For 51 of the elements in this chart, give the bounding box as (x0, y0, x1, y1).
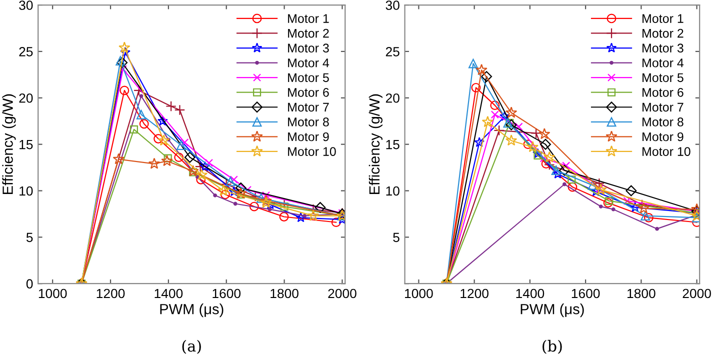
x-tick-label: 1800 (270, 288, 298, 298)
x-tick-label: 1600 (572, 288, 600, 298)
x-tick-label: 1400 (154, 288, 183, 298)
x-tick-label: 1200 (96, 288, 125, 298)
y-tick-label: 25 (386, 47, 400, 56)
legend-label: Motor 4 (642, 58, 684, 68)
legend-label: Motor 2 (288, 28, 329, 38)
text: (b) (542, 340, 562, 354)
legend-label: Motor 9 (642, 132, 684, 142)
legend-label: Motor 8 (288, 118, 329, 126)
x-tick-label: 1200 (460, 288, 488, 298)
y-tick-label: 20 (19, 93, 33, 103)
legend-label: Motor 6 (642, 88, 684, 97)
legend-label: Motor 9 (288, 132, 329, 142)
x-axis-title: PWM (μs) (160, 304, 224, 318)
y-tick-label: 15 (386, 140, 400, 150)
legend-label: Motor 7 (288, 102, 329, 112)
legend-label: Motor 4 (288, 58, 330, 68)
legend-label: Motor 3 (288, 44, 329, 53)
y-tick-label: 20 (386, 93, 400, 103)
legend-label: Motor 5 (288, 73, 329, 82)
x-tick-label: 1000 (38, 288, 67, 298)
y-tick-label: 5 (26, 232, 33, 242)
x-tick-label: 1600 (212, 288, 241, 298)
x-tick-label: 2000 (328, 288, 356, 298)
legend-label: Motor 5 (642, 73, 684, 82)
x-axis-title: PWM (μs) (520, 304, 584, 318)
legend-label: Motor 1 (288, 14, 329, 23)
x-tick-label: 1000 (405, 288, 433, 298)
y-axis-title: Efficiency (g/W) (2, 94, 16, 194)
x-tick-label: 1400 (516, 288, 544, 298)
y-tick-label: 30 (19, 0, 33, 10)
legend-label: Motor 10 (642, 147, 690, 156)
y-tick-label: 10 (20, 186, 33, 196)
y-tick-label: 5 (393, 232, 400, 242)
y-tick-label: 10 (386, 186, 400, 196)
y-tick-label: 25 (19, 47, 33, 56)
x-tick-label: 1800 (628, 288, 656, 298)
legend-label: Motor 7 (642, 102, 684, 112)
legend-label: Motor 1 (642, 14, 684, 23)
text: (a) (182, 340, 201, 354)
y-axis-title: Efficiency (g/W) (368, 94, 382, 194)
y-tick-label: 0 (26, 279, 33, 289)
legend-label: Motor 8 (642, 118, 684, 126)
legend-label: Motor 3 (642, 44, 684, 53)
x-tick-label: 2000 (682, 288, 711, 298)
legend-label: Motor 2 (642, 28, 684, 38)
y-tick-label: 30 (386, 0, 400, 10)
legend-label: Motor 10 (288, 147, 336, 156)
legend-label: Motor 6 (288, 88, 329, 97)
y-tick-label: 15 (20, 140, 33, 150)
